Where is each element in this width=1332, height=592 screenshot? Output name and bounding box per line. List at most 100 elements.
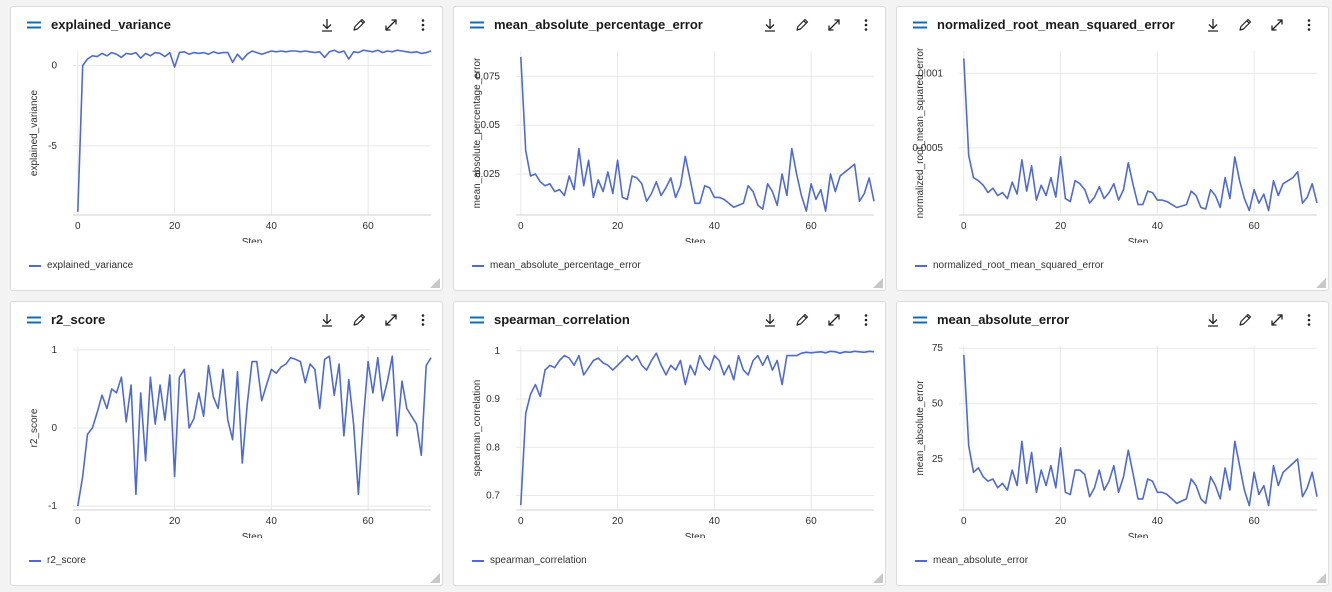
edit-button[interactable]: [1232, 308, 1258, 332]
drag-handle-icon[interactable]: [27, 21, 41, 29]
download-icon: [763, 313, 777, 327]
chart-card-mean-absolute-percentage-error: mean_absolute_percentage_error 0 20 40 60 0.0…: [453, 6, 886, 291]
resize-handle[interactable]: [430, 278, 440, 288]
legend-label: normalized_root_mean_squared_error: [933, 260, 1104, 271]
edit-button[interactable]: [789, 308, 815, 332]
chart-title: mean_absolute_error: [937, 312, 1070, 327]
x-tick-label: 40: [266, 516, 278, 527]
chart-legend[interactable]: normalized_root_mean_squared_error: [915, 260, 1104, 271]
chart-plot[interactable]: 0 20 40 60 1 0.9 0.8 0.7 Step spearman_correlatio…: [454, 338, 885, 538]
resize-handle[interactable]: [873, 278, 883, 288]
download-button[interactable]: [1200, 308, 1226, 332]
chart-plot[interactable]: 0 20 40 60 75 50 25 Step mean_absolute_error: [897, 338, 1328, 538]
expand-button[interactable]: [1264, 308, 1290, 332]
more-vertical-icon: [1302, 313, 1316, 327]
download-icon: [320, 313, 334, 327]
pencil-icon: [352, 18, 366, 32]
legend-label: r2_score: [47, 555, 86, 566]
chart-title: normalized_root_mean_squared_error: [937, 17, 1175, 32]
chart-plot[interactable]: 0 20 40 60 1 0 -1 Step r2_score: [11, 338, 442, 538]
chart-toolbar: [757, 308, 879, 332]
x-axis-label: Step: [685, 237, 706, 243]
series-line-mean-absolute-error[interactable]: [963, 354, 1318, 507]
chart-plot[interactable]: 0 20 40 60 0.075 0.05 0.025 Step mean_absolute_p…: [454, 43, 885, 243]
expand-icon: [1270, 18, 1284, 32]
chart-legend[interactable]: r2_score: [29, 555, 86, 566]
x-tick-label: 20: [169, 221, 181, 232]
chart-legend[interactable]: mean_absolute_percentage_error: [472, 260, 641, 271]
y-tick-label: 1: [494, 346, 500, 357]
expand-button[interactable]: [821, 13, 847, 37]
more-options-button[interactable]: [853, 13, 879, 37]
y-tick-label: 0.025: [475, 169, 500, 180]
edit-button[interactable]: [346, 13, 372, 37]
y-tick-label: 50: [932, 399, 944, 410]
more-vertical-icon: [1302, 18, 1316, 32]
x-tick-label: 40: [266, 221, 278, 232]
edit-button[interactable]: [1232, 13, 1258, 37]
drag-handle-icon[interactable]: [913, 21, 927, 29]
expand-button[interactable]: [378, 308, 404, 332]
pencil-icon: [1238, 313, 1252, 327]
resize-handle[interactable]: [1316, 278, 1326, 288]
more-vertical-icon: [859, 313, 873, 327]
edit-button[interactable]: [789, 13, 815, 37]
expand-button[interactable]: [821, 308, 847, 332]
legend-swatch: [472, 264, 484, 267]
resize-handle[interactable]: [430, 573, 440, 583]
chart-toolbar: [757, 13, 879, 37]
more-options-button[interactable]: [1296, 308, 1322, 332]
series-line-explained-variance[interactable]: [77, 49, 432, 212]
more-options-button[interactable]: [410, 13, 436, 37]
y-axis-label: r2_score: [29, 408, 40, 447]
expand-icon: [827, 18, 841, 32]
x-tick-label: 60: [806, 516, 818, 527]
series-line-normalized-root-mean-squared-error[interactable]: [963, 58, 1318, 212]
card-header: mean_absolute_error: [897, 302, 1328, 338]
more-options-button[interactable]: [1296, 13, 1322, 37]
series-line-mean-absolute-percentage-error[interactable]: [520, 56, 875, 212]
download-button[interactable]: [314, 13, 340, 37]
download-icon: [763, 18, 777, 32]
resize-handle[interactable]: [873, 573, 883, 583]
card-header: mean_absolute_percentage_error: [454, 7, 885, 43]
chart-toolbar: [1200, 308, 1322, 332]
pencil-icon: [352, 313, 366, 327]
drag-handle-icon[interactable]: [27, 316, 41, 324]
chart-plot[interactable]: 0 20 40 60 0.001 0.0005 Step normalized_root_me…: [897, 43, 1328, 243]
series-line-r2-score[interactable]: [77, 355, 432, 507]
chart-card-explained-variance: explained_variance 0 20 40 60 0 -5 Step explaine…: [10, 6, 443, 291]
resize-handle[interactable]: [1316, 573, 1326, 583]
x-tick-label: 60: [363, 221, 375, 232]
drag-handle-icon[interactable]: [470, 21, 484, 29]
download-button[interactable]: [1200, 13, 1226, 37]
chart-title: explained_variance: [51, 17, 171, 32]
drag-handle-icon[interactable]: [470, 316, 484, 324]
x-axis-label: Step: [685, 532, 706, 538]
download-button[interactable]: [757, 308, 783, 332]
pencil-icon: [1238, 18, 1252, 32]
x-tick-label: 60: [1249, 221, 1261, 232]
x-tick-label: 20: [1055, 221, 1067, 232]
x-axis-label: Step: [1128, 237, 1149, 243]
expand-button[interactable]: [1264, 13, 1290, 37]
y-tick-label: 1: [51, 345, 57, 356]
x-tick-label: 20: [1055, 516, 1067, 527]
legend-label: explained_variance: [47, 260, 134, 271]
x-tick-label: 20: [169, 516, 181, 527]
card-header: explained_variance: [11, 7, 442, 43]
chart-legend[interactable]: explained_variance: [29, 260, 133, 271]
chart-legend[interactable]: spearman_correlation: [472, 555, 587, 566]
drag-handle-icon[interactable]: [913, 316, 927, 324]
expand-button[interactable]: [378, 13, 404, 37]
legend-swatch: [29, 264, 41, 267]
chart-legend[interactable]: mean_absolute_error: [915, 555, 1028, 566]
series-line-spearman-correlation[interactable]: [520, 350, 875, 506]
edit-button[interactable]: [346, 308, 372, 332]
more-options-button[interactable]: [853, 308, 879, 332]
y-tick-label: 0.075: [475, 71, 500, 82]
download-button[interactable]: [757, 13, 783, 37]
download-button[interactable]: [314, 308, 340, 332]
chart-plot[interactable]: 0 20 40 60 0 -5 Step explained_variance: [11, 43, 442, 243]
more-options-button[interactable]: [410, 308, 436, 332]
